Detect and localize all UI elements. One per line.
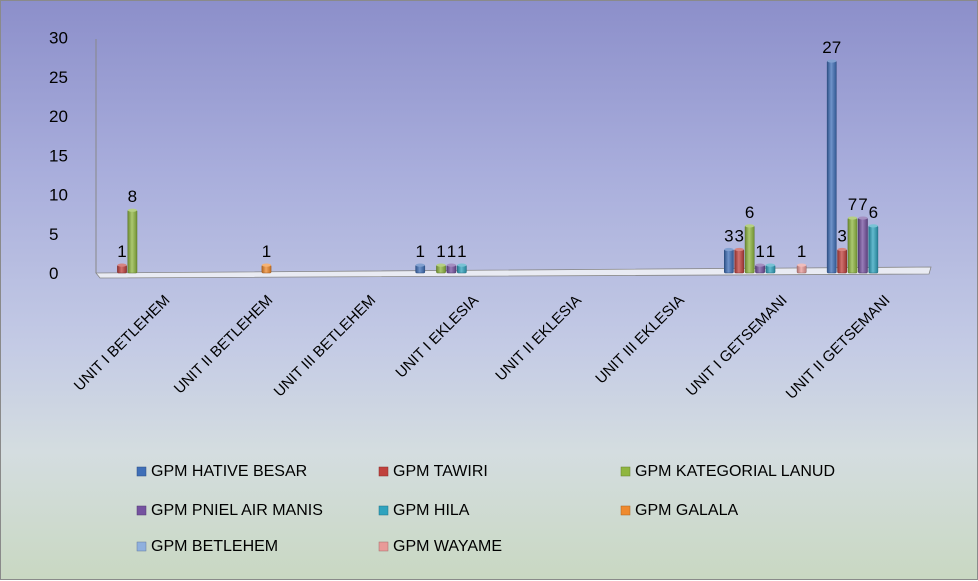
bar: [127, 209, 138, 274]
legend-swatch: [378, 505, 389, 516]
bar-top: [847, 216, 858, 220]
legend-label: GPM GALALA: [635, 502, 738, 519]
legend-label: GPM TAWIRI: [393, 463, 488, 480]
x-category-label: UNIT III EKLESIA: [592, 292, 688, 388]
bar-top: [457, 263, 467, 267]
data-label: 8: [128, 187, 137, 206]
bar-top: [868, 224, 878, 228]
bar-top: [415, 263, 425, 267]
data-label: 1: [415, 242, 424, 261]
data-label: 6: [745, 203, 754, 222]
data-label: 1: [457, 242, 466, 261]
bar: [858, 217, 868, 274]
legend-swatch: [136, 505, 147, 516]
y-tick-label: 5: [49, 225, 58, 244]
data-label: 7: [858, 195, 867, 214]
x-category-label: UNIT III BETLEHEM: [271, 292, 379, 400]
bar-top: [745, 224, 755, 228]
bar: [734, 249, 745, 274]
x-category-label: UNIT I GETSEMANI: [683, 292, 791, 400]
bar-top: [765, 263, 776, 267]
legend-swatch: [620, 505, 631, 516]
bar-top: [436, 263, 446, 267]
bar: [847, 217, 858, 274]
bar-top: [261, 263, 272, 267]
legend-label: GPM WAYAME: [393, 538, 502, 555]
legend: GPM HATIVE BESAR GPM TAWIRI GPM KATEGORIAL…: [136, 463, 835, 555]
data-label: 3: [837, 226, 846, 245]
bar-top: [755, 263, 765, 267]
bar-top: [797, 263, 807, 267]
data-label: 1: [447, 242, 456, 261]
x-category-label: UNIT II EKLESIA: [492, 292, 585, 385]
bar: [868, 225, 879, 274]
bar: [724, 249, 734, 274]
data-label: 1: [766, 242, 775, 261]
y-tick-label: 15: [49, 146, 68, 165]
bar-top: [858, 216, 868, 220]
data-label: 7: [848, 195, 857, 214]
legend-swatch: [136, 541, 147, 552]
legend-swatch: [136, 466, 147, 477]
legend-swatch: [378, 466, 389, 477]
y-tick-label: 10: [49, 186, 68, 205]
data-label: 1: [755, 242, 764, 261]
y-tick-label: 0: [49, 264, 58, 283]
data-label: 6: [869, 203, 878, 222]
bar-top: [734, 247, 744, 252]
bar-top: [827, 59, 837, 63]
x-category-label: UNIT I EKLESIA: [392, 292, 482, 382]
data-label: 3: [724, 226, 733, 245]
bar: [744, 225, 755, 274]
bar: [826, 60, 837, 274]
legend-label: GPM PNIEL AIR MANIS: [151, 502, 323, 519]
data-label: 1: [797, 242, 806, 261]
legend-label: GPM BETLEHEM: [151, 538, 278, 555]
legend-swatch: [620, 466, 631, 477]
legend-label: GPM HILA: [393, 502, 470, 519]
x-category-label: UNIT II GETSEMANI: [783, 292, 894, 403]
data-label: 1: [117, 242, 126, 261]
bar-top: [117, 263, 127, 267]
x-category-label: UNIT II BETLEHEM: [171, 292, 277, 398]
data-label: 1: [436, 242, 445, 261]
bar-top: [724, 247, 734, 252]
y-tick-label: 20: [49, 107, 68, 126]
floor-plane: [95, 266, 932, 279]
bar-top: [837, 247, 847, 252]
x-category-label: UNIT I BETLEHEM: [71, 292, 174, 395]
y-axis: 0 5 10 15 20 25 30: [49, 29, 68, 284]
legend-label: GPM KATEGORIAL LANUD: [635, 463, 835, 480]
data-label: 3: [735, 226, 744, 245]
y-tick-label: 25: [49, 68, 68, 87]
data-label: 27: [822, 38, 841, 57]
legend-label: GPM HATIVE BESAR: [151, 463, 307, 480]
bars: [117, 59, 879, 274]
data-label: 1: [262, 242, 271, 261]
legend-swatch: [378, 541, 389, 552]
y-tick-label: 30: [49, 29, 68, 48]
bar-top: [127, 208, 137, 212]
chart-floor: [95, 39, 932, 279]
bar: [837, 249, 847, 274]
bar-top: [446, 263, 457, 267]
